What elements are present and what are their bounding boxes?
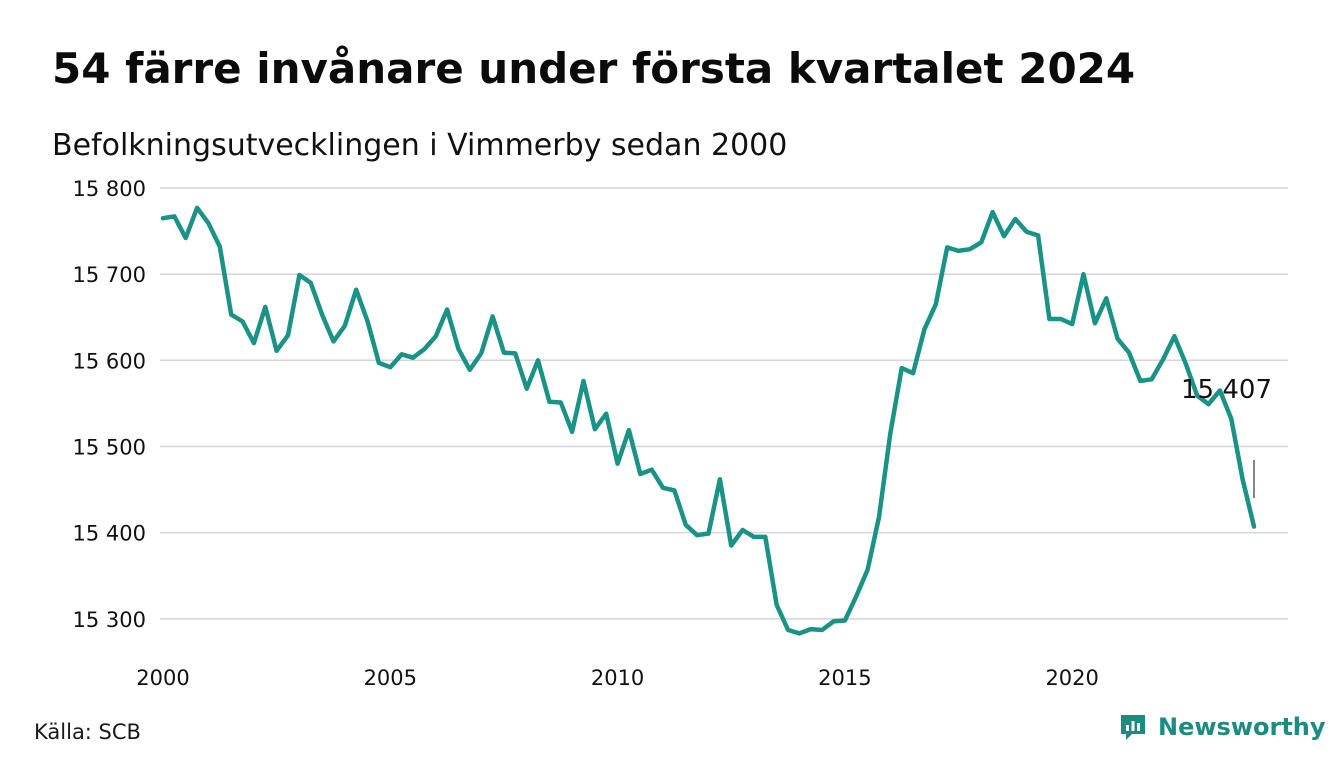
last-value-label: 15 407 — [1181, 375, 1272, 405]
series-line — [160, 205, 1257, 636]
x-tick-label: 2005 — [364, 666, 417, 690]
series-layer — [160, 205, 1257, 636]
y-axis-ticks: 15 300 15 400 15 500 15 600 15 700 15 800 — [73, 177, 146, 632]
y-tick-label: 15 400 — [73, 522, 146, 546]
grid-lines — [160, 187, 1288, 620]
y-tick-label: 15 500 — [73, 435, 146, 459]
bar-chart-bubble-icon — [1121, 715, 1145, 740]
x-tick-label: 2010 — [591, 666, 644, 690]
y-tick-label: 15 300 — [73, 608, 146, 632]
y-tick-label: 15 600 — [73, 349, 146, 373]
x-tick-label: 2000 — [136, 666, 189, 690]
y-tick-label: 15 800 — [73, 177, 146, 201]
x-tick-label: 2020 — [1045, 666, 1098, 690]
x-tick-label: 2015 — [818, 666, 871, 690]
brand-logo[interactable]: Newsworthy — [1118, 712, 1326, 742]
chart-title: 54 färre invånare under första kvartalet… — [52, 44, 1136, 93]
source-note: Källa: SCB — [34, 720, 141, 744]
y-tick-label: 15 700 — [73, 263, 146, 287]
annotation-layer: 15 407 — [1181, 375, 1272, 498]
x-axis-ticks: 2000 2005 2010 2015 2020 — [136, 666, 1099, 690]
chart-subtitle: Befolkningsutvecklingen i Vimmerby sedan… — [52, 128, 788, 163]
brand-name: Newsworthy — [1158, 713, 1326, 741]
line-chart: 15 300 15 400 15 500 15 600 15 700 15 800 200… — [73, 177, 1288, 690]
